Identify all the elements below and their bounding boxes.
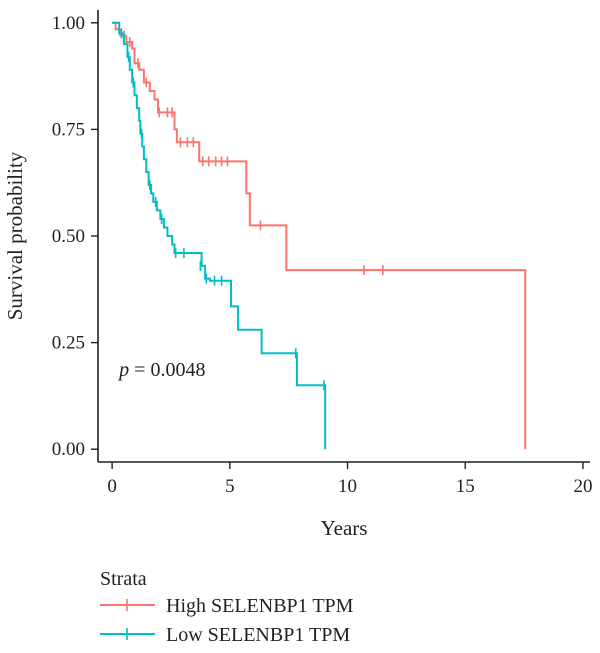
y-tick-label: 0.25 xyxy=(52,333,85,354)
x-axis-title: Years xyxy=(321,516,368,540)
survival-line xyxy=(112,21,327,450)
survival-line xyxy=(112,21,527,450)
x-tick-label: 0 xyxy=(107,476,117,497)
p-value-annotation: p = 0.0048 xyxy=(117,359,205,381)
survival-curves xyxy=(112,21,527,450)
axes: 0 5 10 15 20 0.00 0.25 0.50 0.75 1.00 Years Surviva… xyxy=(3,10,592,540)
legend-label: Low SELENBP1 TPM xyxy=(166,624,350,646)
x-tick-label: 15 xyxy=(456,476,475,497)
legend-label: High SELENBP1 TPM xyxy=(166,595,354,617)
x-tick-label: 5 xyxy=(225,476,235,497)
x-tick-label: 20 xyxy=(573,476,592,497)
y-tick-label: 0.00 xyxy=(52,439,85,460)
x-tick-label: 10 xyxy=(338,476,357,497)
legend-title: Strata xyxy=(100,568,147,590)
legend: Strata High SELENBP1 TPM Low SELENBP1 TPM xyxy=(100,568,354,646)
y-axis-title: Survival probability xyxy=(3,151,27,320)
p-value-label: p = 0.0048 xyxy=(117,359,205,381)
y-tick-label: 0.75 xyxy=(52,119,85,140)
legend-item: High SELENBP1 TPM xyxy=(100,595,354,617)
y-tick-label: 1.00 xyxy=(52,13,85,34)
series-low xyxy=(112,21,327,450)
y-tick-label: 0.50 xyxy=(52,226,85,247)
legend-item: Low SELENBP1 TPM xyxy=(100,624,350,646)
